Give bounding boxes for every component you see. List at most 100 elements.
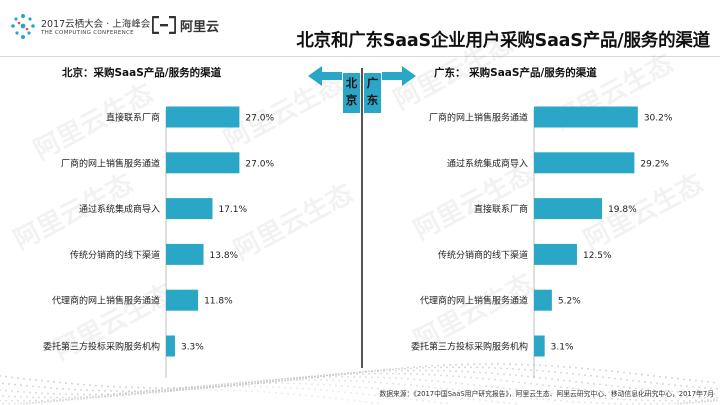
wave-dot	[446, 402, 448, 405]
wave-dot	[386, 395, 388, 398]
wave-dot	[50, 386, 52, 389]
wave-dot	[164, 388, 166, 391]
wave-dot	[299, 382, 301, 385]
wave-dot	[185, 388, 187, 391]
wave-dot	[83, 397, 85, 400]
wave-dot	[77, 383, 79, 386]
wave-dot	[404, 372, 406, 375]
wave-dot	[305, 394, 307, 397]
wave-dot	[602, 390, 604, 393]
wave-dot	[341, 384, 343, 387]
wave-dot	[137, 386, 139, 389]
wave-dot	[356, 392, 358, 395]
wave-dot	[704, 400, 706, 403]
wave-dot	[374, 372, 376, 375]
wave-dot	[419, 365, 421, 368]
wave-dot	[266, 381, 268, 384]
wave-dot	[143, 390, 145, 393]
wave-dot	[461, 397, 463, 400]
wave-dot	[500, 367, 502, 370]
wave-dot	[41, 399, 43, 402]
wave-dot	[392, 382, 394, 385]
wave-dot	[449, 364, 451, 366]
wave-dot	[716, 387, 718, 390]
wave-dot	[53, 400, 55, 403]
wave-dot	[41, 399, 43, 402]
wave-dot	[149, 391, 151, 394]
wave-dot	[362, 393, 364, 395]
wave-dot	[107, 393, 109, 395]
wave-dot	[617, 385, 619, 388]
wave-dot	[182, 388, 184, 391]
wave-dot	[35, 400, 37, 403]
wave-dot	[278, 378, 280, 381]
wave-dot	[242, 385, 244, 388]
wave-dot	[86, 389, 88, 392]
wave-dot	[602, 376, 604, 379]
wave-dot	[434, 401, 436, 404]
wave-dot	[668, 383, 670, 386]
wave-dot	[455, 382, 457, 384]
wave-dot	[74, 398, 76, 401]
wave-dot	[161, 390, 163, 393]
wave-dot	[17, 377, 19, 379]
wave-dot	[500, 394, 502, 396]
wave-dot	[347, 372, 349, 374]
wave-dot	[314, 375, 316, 378]
wave-dot	[440, 401, 442, 404]
wave-dot	[23, 377, 25, 380]
wave-dot	[152, 390, 154, 392]
wave-dot	[455, 370, 457, 373]
wave-dot	[332, 373, 334, 376]
wave-dot	[101, 396, 103, 398]
wave-dot	[206, 387, 208, 389]
wave-dot	[554, 385, 556, 388]
wave-dot	[482, 391, 484, 394]
wave-dot	[233, 383, 235, 386]
wave-dot	[527, 390, 529, 392]
wave-dot	[224, 385, 226, 388]
wave-dot	[611, 397, 613, 400]
wave-dot	[638, 403, 640, 405]
wave-dot	[173, 387, 175, 390]
wave-dot	[362, 370, 364, 373]
wave-dot	[680, 396, 682, 398]
wave-dot	[176, 387, 178, 390]
wave-dot	[386, 372, 388, 375]
wave-dot	[83, 393, 85, 396]
wave-dot	[278, 379, 280, 382]
wave-dot	[479, 371, 481, 374]
wave-dot	[590, 401, 592, 404]
wave-dot	[83, 397, 85, 399]
wave-dot	[680, 402, 682, 404]
wave-dot	[533, 376, 535, 379]
wave-dot	[176, 387, 178, 390]
wave-dot	[701, 380, 703, 383]
wave-dot	[53, 399, 55, 401]
wave-dot	[287, 382, 289, 385]
right-arrow-icon	[382, 66, 416, 86]
wave-dot	[215, 384, 217, 386]
wave-dot	[26, 402, 28, 404]
wave-dot	[359, 371, 361, 374]
wave-dot	[713, 381, 715, 384]
wave-dot	[188, 386, 190, 389]
wave-dot	[437, 369, 439, 372]
wave-dot	[236, 385, 238, 388]
wave-dot	[680, 402, 682, 405]
wave-dot	[8, 395, 10, 398]
wave-dot	[308, 379, 310, 381]
wave-dot	[431, 393, 433, 396]
wave-dot	[53, 381, 55, 383]
wave-dot	[569, 366, 571, 369]
wave-dot	[38, 385, 40, 388]
wave-dot	[179, 386, 181, 389]
wave-dot	[572, 387, 574, 390]
wave-dot	[413, 369, 415, 372]
wave-dot	[203, 387, 205, 389]
wave-dot	[323, 374, 325, 376]
wave-dot	[698, 400, 700, 403]
wave-dot	[467, 397, 469, 400]
wave-dot	[485, 399, 487, 402]
wave-dot	[218, 385, 220, 388]
